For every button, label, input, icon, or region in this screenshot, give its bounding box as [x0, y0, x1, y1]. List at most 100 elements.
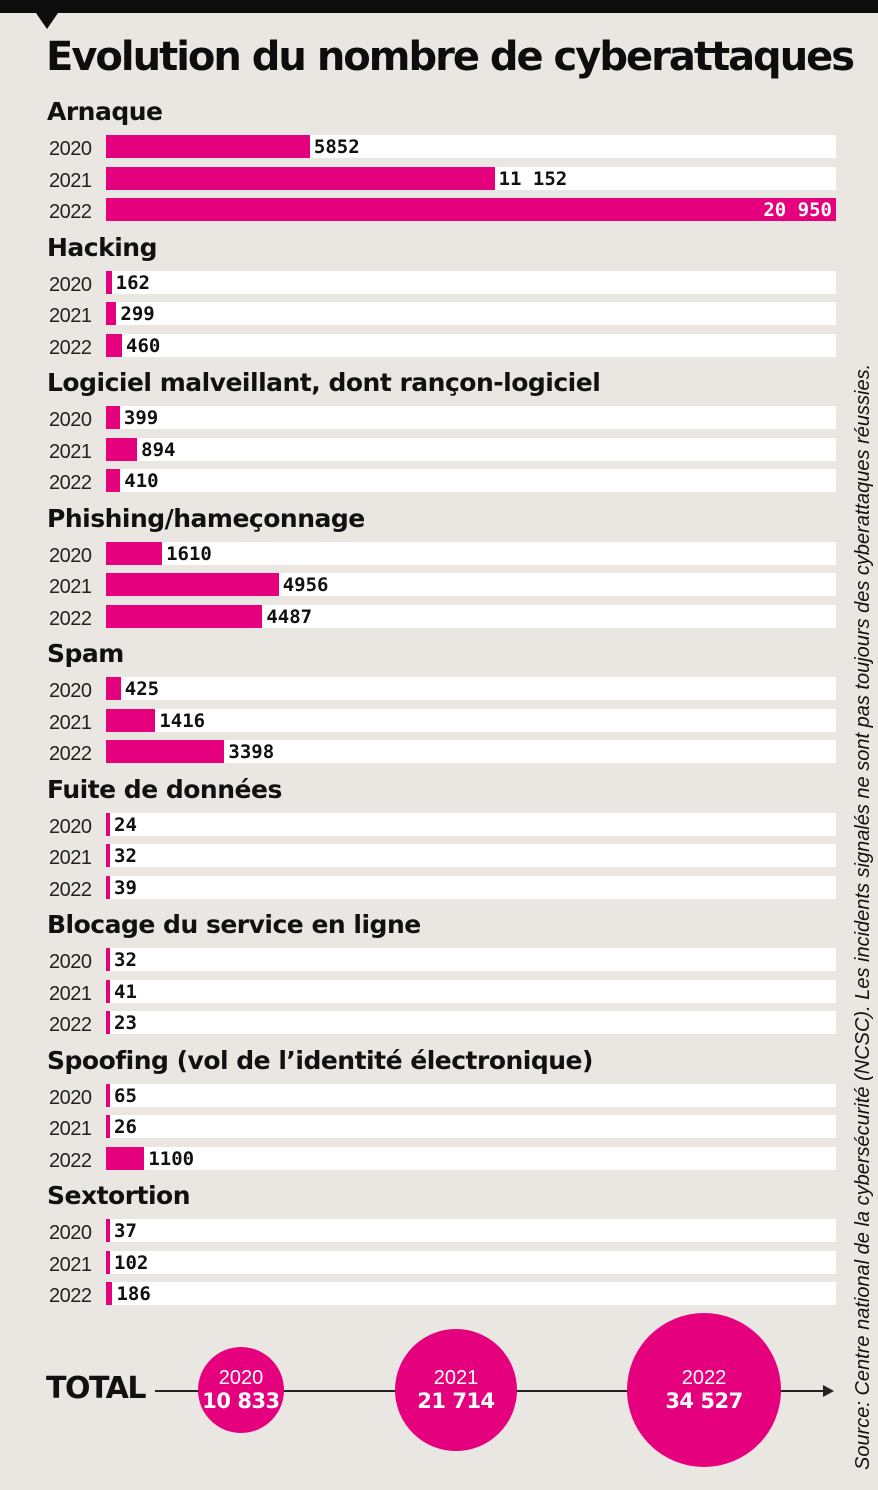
year-label: 2022 — [49, 743, 92, 765]
year-label: 2021 — [49, 169, 92, 192]
bar-track — [106, 437, 836, 461]
bar — [106, 1146, 145, 1170]
year-label: 2020 — [49, 409, 92, 431]
bar — [106, 166, 495, 190]
bar — [106, 979, 110, 1003]
year-label: 2022 — [49, 878, 92, 901]
bar-row: 2020 5852 — [0, 134, 878, 160]
bar-row: 2021 11 152 — [0, 166, 878, 192]
bar-row: 2021 299 — [0, 301, 878, 327]
bar-track — [106, 1282, 836, 1305]
year-label: 2020 — [49, 273, 92, 296]
year-label: 2020 — [49, 1222, 92, 1244]
bar-row: 2022 410 — [0, 468, 878, 494]
bar-row: 2021 26 — [0, 1114, 878, 1140]
bar-value-label: 1610 — [166, 542, 212, 565]
bar — [106, 573, 279, 596]
total-bubble: 2022 34 527 — [627, 1313, 781, 1467]
bar-value-label: 65 — [114, 1084, 137, 1107]
top-notch-marker — [36, 13, 58, 29]
bar-value-label: 23 — [114, 1012, 137, 1034]
bar-value-label: 32 — [114, 949, 137, 971]
category-title: Fuite de données — [47, 774, 282, 804]
bar-track — [106, 948, 836, 971]
bar-row: 2022 39 — [0, 875, 878, 901]
bar-value-label: 299 — [120, 303, 155, 325]
bar-track — [106, 302, 836, 325]
year-label: 2021 — [49, 982, 92, 1005]
total-year: 2021 — [433, 1366, 479, 1389]
bar-row: 2020 162 — [0, 270, 878, 296]
bar-row: 2020 37 — [0, 1218, 878, 1244]
bar-row: 2021 1416 — [0, 708, 878, 734]
bar-row: 2022 460 — [0, 333, 878, 359]
bar-row: 2021 894 — [0, 437, 878, 463]
year-label: 2021 — [49, 847, 92, 869]
bar-row: 2022 20 950 — [0, 197, 878, 223]
bar-value-label: 5852 — [313, 136, 360, 158]
bar-row: 2022 4487 — [0, 604, 878, 630]
total-label: TOTAL — [46, 1371, 146, 1406]
category-title: Sextortion — [47, 1181, 191, 1210]
bar-row: 2020 425 — [0, 676, 878, 702]
bar-track — [106, 1115, 836, 1138]
bar-row: 2021 4956 — [0, 572, 878, 598]
bar — [106, 604, 263, 628]
bar — [106, 844, 110, 867]
category-title: Hacking — [47, 232, 158, 262]
bar — [106, 875, 110, 899]
category-title: Spam — [47, 639, 124, 668]
bar-value-label: 1100 — [148, 1147, 195, 1170]
bar — [106, 469, 121, 492]
year-label: 2021 — [49, 305, 92, 327]
year-label: 2020 — [49, 680, 92, 702]
bar — [106, 677, 121, 700]
bar — [106, 1115, 110, 1138]
bar-value-label: 4956 — [282, 574, 329, 596]
category-title: Arnaque — [47, 97, 163, 126]
top-rule — [0, 0, 878, 13]
bar-row: 2020 32 — [0, 947, 878, 973]
bar — [106, 198, 836, 221]
bar-row: 2020 65 — [0, 1083, 878, 1109]
bar-track — [106, 573, 836, 596]
year-label: 2021 — [49, 1118, 92, 1140]
bar-row: 2020 1610 — [0, 541, 878, 567]
category-title: Logiciel malveillant, dont rançon-logici… — [47, 368, 601, 397]
total-bubble: 2020 10 833 — [197, 1346, 285, 1434]
bar-track — [106, 541, 836, 565]
bar-value-label: 37 — [114, 1220, 137, 1242]
bar-value-label: 410 — [124, 470, 159, 492]
total-value: 10 833 — [202, 1388, 280, 1413]
bar-row: 2021 102 — [0, 1250, 878, 1276]
bar-track — [106, 875, 836, 899]
year-label: 2022 — [49, 1285, 92, 1307]
year-label: 2020 — [49, 815, 92, 838]
bar — [106, 302, 117, 325]
bar — [106, 1083, 110, 1107]
bar — [106, 135, 310, 158]
bar-value-label: 3398 — [228, 741, 275, 763]
bar — [106, 437, 138, 461]
bar-row: 2022 3398 — [0, 739, 878, 765]
bar-track — [106, 844, 836, 867]
year-label: 2022 — [49, 1014, 92, 1036]
year-label: 2022 — [49, 1149, 92, 1172]
bar — [106, 812, 110, 836]
year-label: 2021 — [49, 440, 92, 463]
bar — [106, 1250, 110, 1274]
bar-track — [106, 1146, 836, 1170]
bar-value-label: 11 152 — [498, 167, 568, 190]
bar-track — [106, 1083, 836, 1107]
bar — [106, 1282, 113, 1305]
bar-value-label: 425 — [124, 678, 160, 700]
bar-track — [106, 708, 836, 732]
bar — [106, 948, 110, 971]
bar-value-label: 32 — [114, 845, 137, 867]
year-label: 2021 — [49, 711, 92, 734]
year-label: 2022 — [49, 336, 92, 359]
bar-track — [106, 406, 836, 429]
year-label: 2020 — [49, 1086, 92, 1109]
year-label: 2020 — [49, 951, 92, 973]
bar-value-label: 24 — [114, 813, 137, 836]
